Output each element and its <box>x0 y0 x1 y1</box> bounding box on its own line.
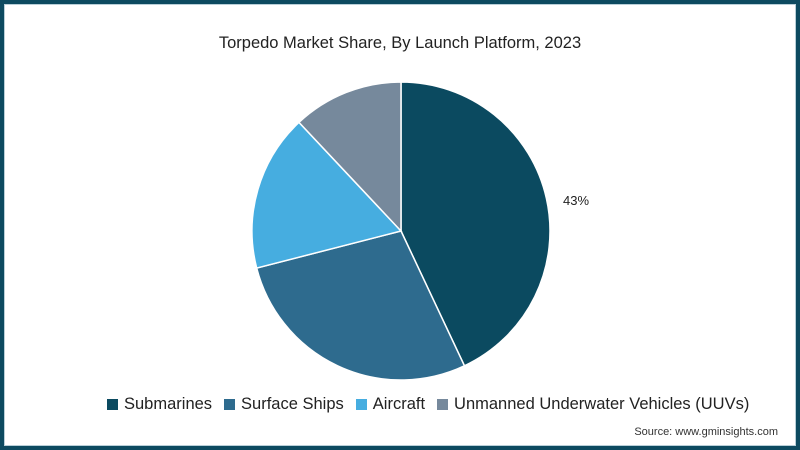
pie-slice-unmanned-underwater-vehicles-uuvs[interactable] <box>297 81 402 233</box>
pie-slice-surface-ships[interactable] <box>255 230 466 381</box>
legend-swatch-icon <box>107 399 118 410</box>
legend-item-aircraft[interactable]: Aircraft <box>355 395 426 414</box>
legend-swatch-icon <box>224 399 236 410</box>
legend-label: Submarines <box>124 395 213 413</box>
legend-label: Unmanned Underwater Vehicles (UUVs) <box>454 395 750 413</box>
legend-item-surface-ships[interactable]: Surface Ships <box>224 395 344 414</box>
data-label-submarines: 43% <box>563 193 590 208</box>
pie-slice-submarines[interactable] <box>400 81 551 367</box>
legend-swatch-icon <box>355 399 367 410</box>
legend-item-uuvs[interactable]: Unmanned Underwater Vehicles (UUVs) <box>437 395 749 414</box>
pie-slice-aircraft[interactable] <box>251 121 403 269</box>
legend: Submarines Surface Ships Aircraft Unmann… <box>107 395 761 414</box>
legend-label: Surface Ships <box>241 395 344 413</box>
legend-swatch-icon <box>437 399 449 410</box>
chart-title: Torpedo Market Share, By Launch Platform… <box>218 34 582 52</box>
legend-label: Aircraft <box>372 395 426 413</box>
source-note: Source: www.gminsights.com <box>634 426 778 438</box>
legend-item-submarines[interactable]: Submarines <box>107 395 212 414</box>
